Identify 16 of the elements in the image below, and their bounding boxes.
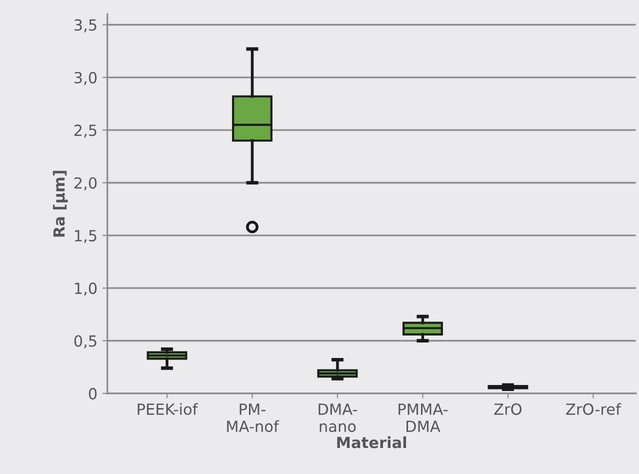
y-tick-label: 3,0 — [74, 72, 97, 85]
x-tick-label: PM- MA-nof — [227, 404, 280, 432]
x-axis-title: Material — [337, 436, 406, 448]
x-tick-label: ZrO-ref — [566, 403, 622, 415]
y-tick-label: 1,0 — [75, 282, 97, 296]
y-tick-label: 3,5 — [74, 19, 96, 32]
y-axis-title: Ra [µm] — [52, 170, 68, 237]
y-tick-label: 2,0 — [74, 177, 97, 190]
y-tick-label: 2,5 — [74, 124, 96, 138]
x-tick-label: PMMA- DMA — [398, 404, 448, 432]
x-tick-label: DMA- nano — [318, 404, 358, 432]
y-tick-label: 0,5 — [74, 335, 96, 348]
x-tick-label: PEEK-iof — [138, 403, 198, 415]
y-tick-label: 1,5 — [75, 230, 96, 243]
y-tick-label: 0 — [88, 388, 97, 400]
x-tick-label: ZrO — [494, 403, 522, 415]
